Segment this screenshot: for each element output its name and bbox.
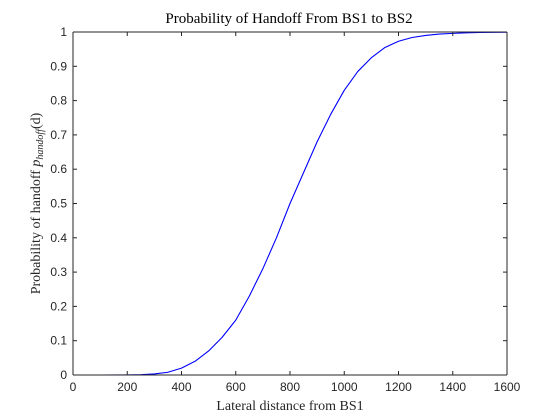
y-tick-label: 0.8 — [50, 94, 67, 108]
chart-title: Probability of Handoff From BS1 to BS2 — [165, 11, 412, 27]
x-tick-label: 1000 — [331, 380, 358, 394]
y-axis-label-subscript: handoff — [35, 128, 46, 160]
y-tick-label: 0.4 — [50, 231, 67, 245]
x-tick-label: 1600 — [494, 380, 521, 394]
y-tick-label: 0 — [60, 368, 67, 382]
x-tick-label: 400 — [171, 380, 191, 394]
x-tick-label: 200 — [117, 380, 137, 394]
y-tick-label: 0.6 — [50, 162, 67, 176]
x-tick-label: 600 — [226, 380, 246, 394]
y-tick-label: 0.7 — [50, 128, 67, 142]
x-ticks: 0 200 400 600 800 1000 1200 1400 1600 — [70, 32, 521, 394]
x-axis-label: Lateral distance from BS1 — [216, 399, 363, 414]
x-tick-label: 0 — [70, 380, 77, 394]
x-tick-label: 1400 — [439, 380, 466, 394]
y-axis-label: Probability of handoff phandoff(d) — [29, 112, 46, 294]
series-line — [73, 31, 508, 376]
y-tick-label: 0.2 — [50, 299, 67, 313]
x-tick-label: 1200 — [385, 380, 412, 394]
plot-content — [73, 31, 508, 376]
y-ticks: 0 0.1 0.2 0.3 0.4 0.5 0.6 0.7 0.8 0.9 1 — [50, 25, 507, 382]
y-axis-label-prefix: Probability of handoff — [29, 167, 44, 295]
y-tick-label: 0.3 — [50, 265, 67, 279]
y-tick-label: 0.5 — [50, 197, 67, 211]
y-tick-label: 0.9 — [50, 59, 67, 73]
y-axis-label-symbol: p — [29, 160, 44, 168]
y-tick-label: 0.1 — [50, 334, 67, 348]
y-axis-label-suffix: (d) — [29, 112, 44, 129]
x-tick-label: 800 — [280, 380, 300, 394]
y-tick-label: 1 — [60, 25, 67, 39]
